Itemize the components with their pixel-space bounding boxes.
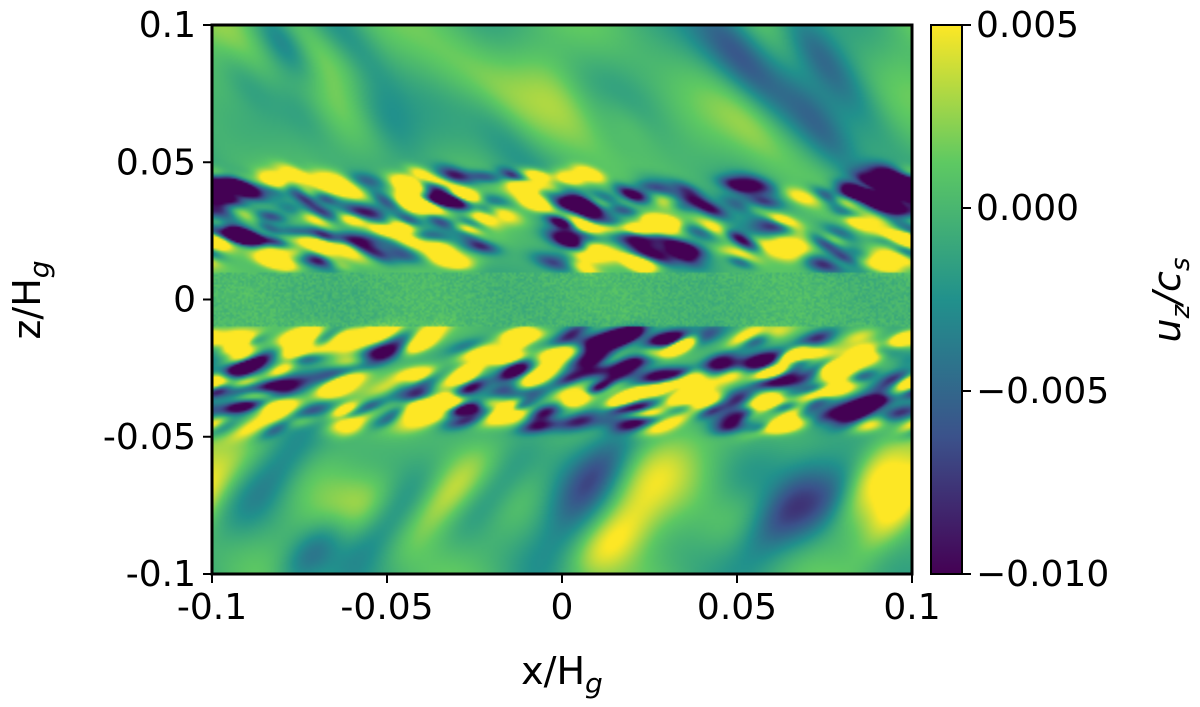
y-tick-label: 0.05 bbox=[116, 142, 196, 183]
x-tick-label: -0.1 bbox=[177, 587, 247, 628]
heatmap-area bbox=[212, 25, 912, 574]
x-tick-label: -0.05 bbox=[340, 587, 433, 628]
colorbar-ticks: 0.005 0.000 −0.005 −0.010 bbox=[962, 5, 1109, 595]
heatmap-image bbox=[212, 25, 912, 574]
colorbar-tick-label: −0.010 bbox=[976, 554, 1109, 595]
y-tick-label: 0.1 bbox=[139, 5, 196, 46]
y-tick-label: -0.1 bbox=[126, 554, 196, 595]
y-axis-label: z/Hg bbox=[5, 260, 56, 339]
y-tick-label: -0.05 bbox=[103, 417, 196, 458]
colorbar-tick-label: −0.005 bbox=[976, 371, 1109, 412]
x-axis-label: x/Hg bbox=[521, 649, 603, 700]
x-tick-label: 0.05 bbox=[697, 587, 777, 628]
colorbar-label: uz/cs bbox=[1145, 258, 1196, 343]
colorbar-tick-label: 0.005 bbox=[976, 5, 1079, 46]
colorbar bbox=[930, 24, 963, 575]
y-axis-ticks: 0.1 0.05 0 -0.05 -0.1 bbox=[103, 5, 212, 595]
x-tick-label: 0 bbox=[551, 587, 574, 628]
x-axis-ticks: -0.1 -0.05 0 0.05 0.1 bbox=[177, 574, 941, 628]
colorbar-tick-label: 0.000 bbox=[976, 188, 1079, 229]
y-tick-label: 0 bbox=[173, 280, 196, 321]
x-tick-label: 0.1 bbox=[883, 587, 940, 628]
